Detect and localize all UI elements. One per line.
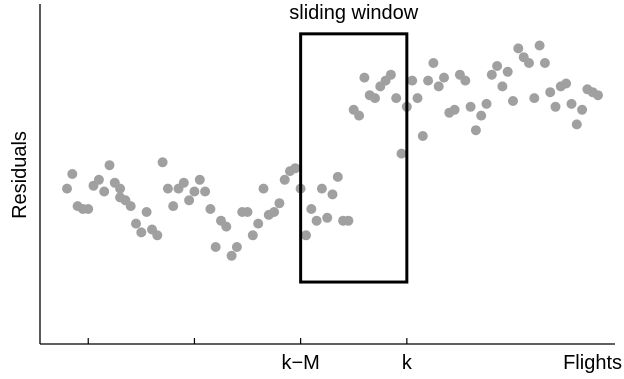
data-point xyxy=(433,81,444,92)
data-point xyxy=(83,204,94,214)
sliding-window-label: sliding window xyxy=(289,2,419,24)
x-axis-label: Flights xyxy=(563,352,622,374)
x-ticks: k−M k xyxy=(87,338,413,374)
y-axis-label: Residuals xyxy=(9,131,31,219)
data-point xyxy=(428,58,439,68)
data-point xyxy=(205,204,216,214)
data-point xyxy=(343,215,354,226)
data-point xyxy=(162,183,173,194)
data-point xyxy=(62,183,72,194)
data-point xyxy=(184,195,195,206)
data-point xyxy=(407,75,418,86)
data-point xyxy=(354,110,365,121)
data-point xyxy=(157,157,168,168)
data-point xyxy=(332,171,343,182)
data-point xyxy=(322,212,333,223)
data-point xyxy=(412,93,423,104)
data-point xyxy=(327,189,338,200)
data-point xyxy=(311,215,322,226)
data-point xyxy=(502,66,513,77)
data-point xyxy=(226,250,237,261)
data-point xyxy=(274,198,285,209)
data-point xyxy=(449,104,460,115)
data-point xyxy=(396,148,407,159)
data-point xyxy=(115,183,126,194)
data-point xyxy=(136,227,147,238)
data-point xyxy=(168,201,179,212)
data-point xyxy=(231,242,242,252)
data-point xyxy=(417,131,428,141)
data-point xyxy=(189,186,200,197)
data-point xyxy=(486,69,497,80)
data-point xyxy=(561,78,572,89)
data-point xyxy=(391,93,402,104)
data-point xyxy=(370,93,380,104)
data-point xyxy=(269,207,280,217)
data-point xyxy=(550,101,561,112)
data-point xyxy=(513,43,524,54)
data-point xyxy=(67,169,78,179)
data-point xyxy=(178,177,189,188)
data-point xyxy=(301,230,311,241)
data-point xyxy=(460,75,471,86)
data-point xyxy=(242,207,253,217)
data-point xyxy=(290,163,301,174)
x-tick-label: k xyxy=(402,352,413,374)
data-point xyxy=(221,221,232,232)
data-point xyxy=(529,93,540,104)
data-point xyxy=(258,183,269,194)
data-point xyxy=(247,230,258,241)
data-point xyxy=(125,201,136,212)
data-point xyxy=(423,75,434,86)
data-point xyxy=(99,186,110,197)
data-point xyxy=(539,58,550,68)
data-point xyxy=(492,61,503,71)
data-point xyxy=(210,242,221,252)
data-point xyxy=(194,174,205,185)
x-tick-label: k−M xyxy=(281,352,319,374)
data-points xyxy=(62,40,603,261)
data-point xyxy=(200,186,211,197)
data-point xyxy=(481,98,492,109)
data-point xyxy=(545,87,556,98)
data-point xyxy=(534,40,545,51)
data-point xyxy=(465,101,476,112)
data-point xyxy=(141,207,152,217)
data-point xyxy=(508,96,518,106)
data-point xyxy=(439,72,449,83)
data-point xyxy=(566,98,577,109)
data-point xyxy=(470,125,481,136)
data-point xyxy=(306,204,317,214)
data-point xyxy=(476,110,487,121)
data-point xyxy=(497,81,508,92)
data-point xyxy=(359,72,370,83)
data-point xyxy=(253,218,264,229)
data-point xyxy=(104,160,115,171)
data-point xyxy=(593,90,603,101)
data-point xyxy=(93,174,104,185)
data-point xyxy=(577,104,588,115)
data-point xyxy=(316,183,327,194)
data-point xyxy=(385,69,396,80)
data-point xyxy=(131,218,141,229)
sliding-window-box xyxy=(299,32,409,284)
data-point xyxy=(152,230,163,241)
data-point xyxy=(524,58,534,68)
data-point xyxy=(571,119,582,130)
data-point xyxy=(279,174,290,185)
